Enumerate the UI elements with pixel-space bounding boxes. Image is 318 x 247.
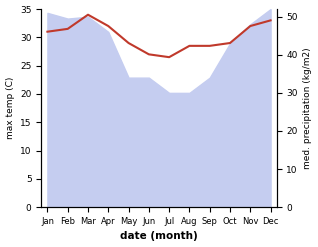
Y-axis label: max temp (C): max temp (C) <box>5 77 15 139</box>
X-axis label: date (month): date (month) <box>120 231 198 242</box>
Y-axis label: med. precipitation (kg/m2): med. precipitation (kg/m2) <box>303 47 313 169</box>
